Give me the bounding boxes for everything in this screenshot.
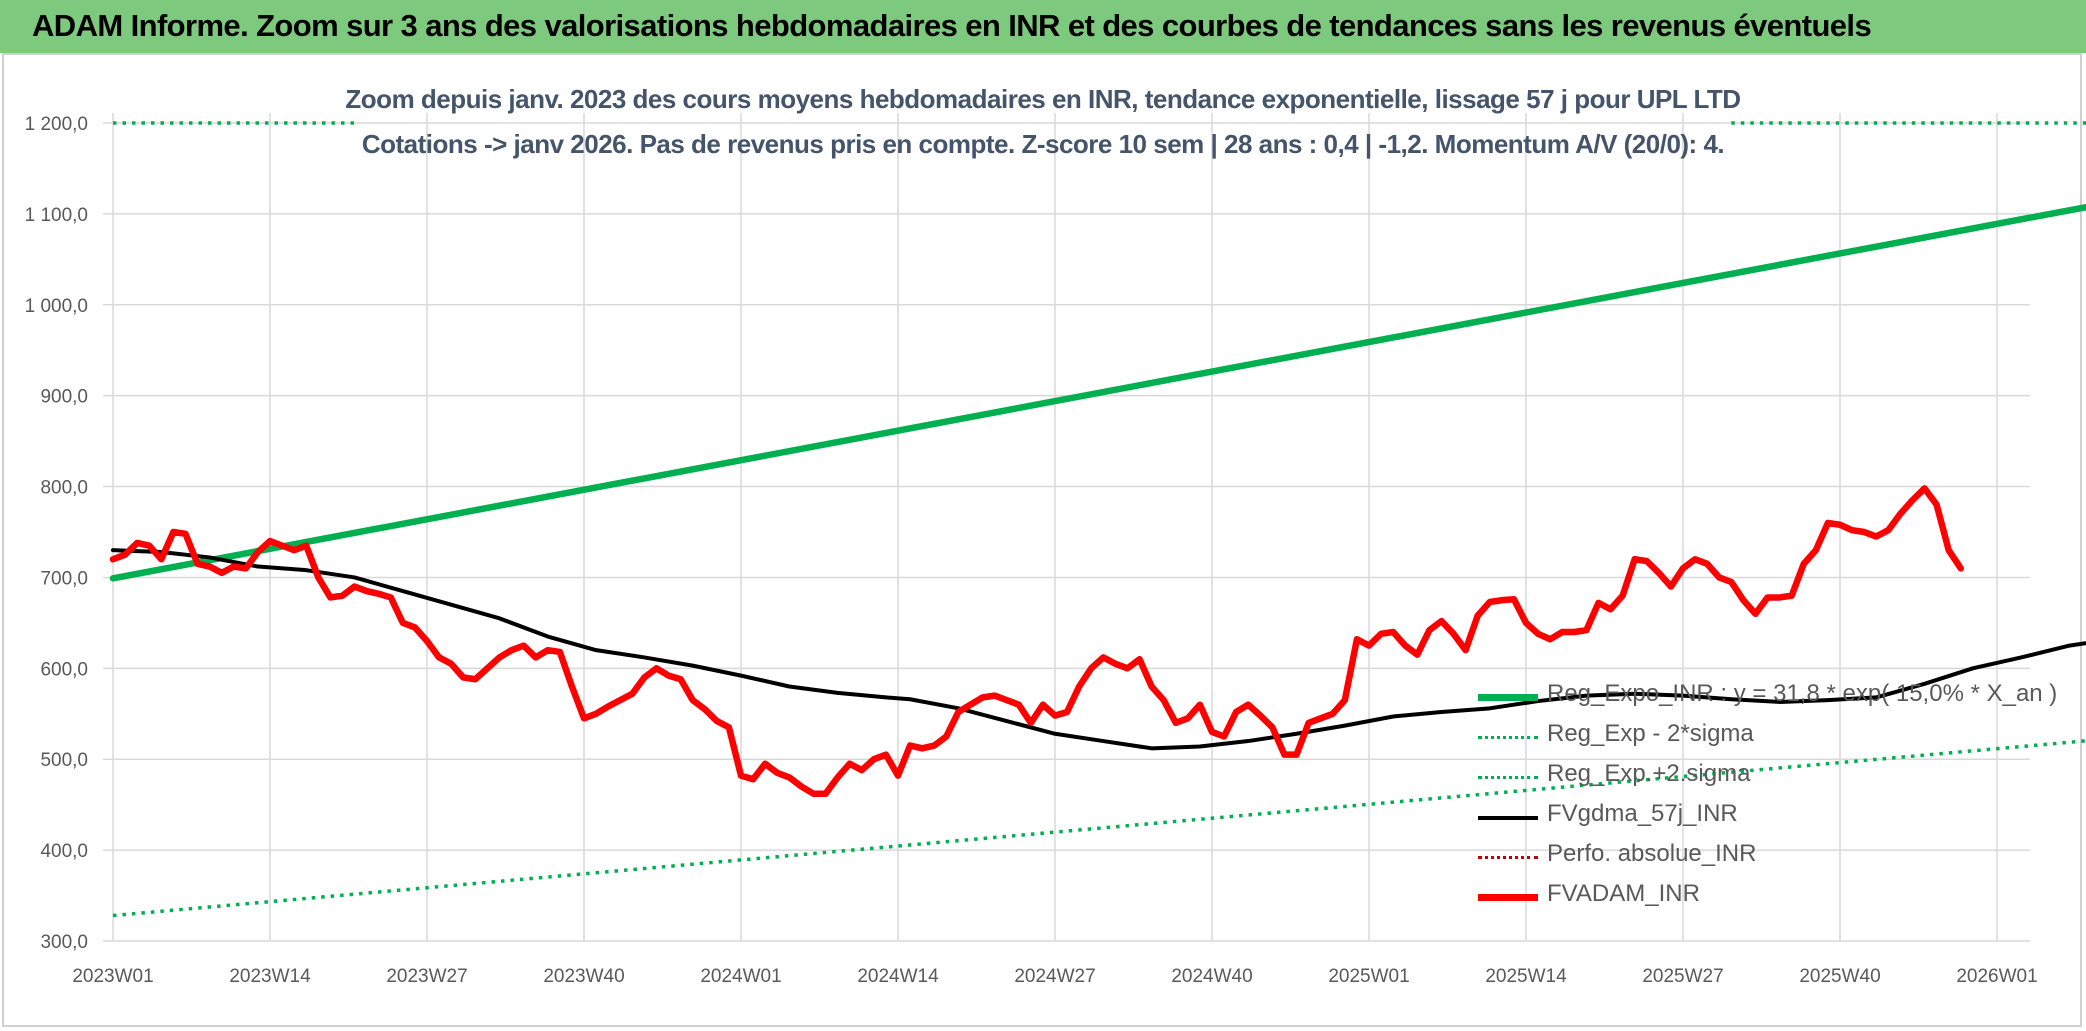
legend-label-reg-expo: Reg_Expo_INR : y = 31,8 * exp( 15,0% * X… [1547, 680, 2058, 707]
legend-item-reg-expo: Reg_Expo_INR : y = 31,8 * exp( 15,0% * X… [1478, 678, 2057, 718]
x-tick-label: 2025W14 [1485, 966, 1567, 987]
y-tick-label: 1 200,0 [25, 114, 88, 135]
x-tick-label: 2023W01 [72, 966, 153, 987]
series-line-fvgdma-57j-inr [111, 548, 2086, 751]
legend-item-fvgdma: FVgdma_57j_INR [1478, 798, 2038, 838]
series-lines [109, 121, 2086, 918]
legend-label-reg-exp-plus: Reg_Exp.+2.sigma [1547, 760, 1751, 787]
x-tick-label: 2024W27 [1014, 966, 1095, 987]
x-tick-label: 2024W40 [1171, 966, 1252, 987]
title-banner: ADAM Informe. Zoom sur 3 ans des valoris… [0, 0, 2086, 53]
y-tick-label: 800,0 [40, 478, 88, 499]
y-tick-label: 900,0 [40, 387, 88, 408]
y-tick-label: 1 000,0 [25, 296, 88, 317]
legend-label-fvgdma: FVgdma_57j_INR [1547, 800, 1738, 827]
series-line-reg-expo-inr-y-31-8-exp-15-0-x [109, 203, 2086, 582]
x-tick-label: 2024W01 [700, 966, 781, 987]
banner-title: ADAM Informe. Zoom sur 3 ans des valoris… [32, 8, 1872, 43]
legend-swatch-reg-exp-plus [1478, 776, 1538, 779]
x-tick-label: 2025W01 [1328, 966, 1409, 987]
chart-title-line-1: Zoom depuis janv. 2023 des cours moyens … [345, 84, 1741, 114]
x-tick-label: 2024W14 [857, 966, 939, 987]
y-axis-tick-labels: 300,0 400,0 500,0 600,0 700,0 800,0 900,0 1 000… [25, 114, 88, 953]
legend-swatch-perfo [1478, 856, 1538, 859]
legend-label-perfo: Perfo. absolue_INR [1547, 840, 1757, 867]
x-tick-label: 2023W27 [386, 966, 467, 987]
y-tick-label: 400,0 [40, 841, 88, 862]
legend-item-perfo: Perfo. absolue_INR [1478, 838, 2038, 878]
legend-swatch-reg-expo [1478, 694, 1538, 701]
y-tick-label: 500,0 [40, 750, 88, 771]
legend-item-reg-exp-plus: Reg_Exp.+2.sigma [1478, 758, 2038, 798]
x-tick-label: 2025W27 [1642, 966, 1723, 987]
y-tick-label: 1 100,0 [25, 205, 88, 226]
legend-swatch-reg-exp-minus [1478, 736, 1538, 739]
y-tick-label: 300,0 [40, 932, 88, 953]
chart-title-line-2: Cotations -> janv 2026. Pas de revenus p… [361, 129, 1725, 159]
x-axis-tick-labels: 2023W01 2023W14 2023W27 2023W40 2024W01 2024W… [72, 966, 2037, 987]
legend-item-fvadam: FVADAM_INR [1478, 878, 2038, 918]
legend-item-reg-exp-minus: Reg_Exp - 2*sigma [1478, 718, 2038, 758]
y-tick-label: 600,0 [40, 659, 88, 680]
chart-frame [2, 53, 2082, 1027]
series-line-fvadam-inr [109, 485, 1965, 798]
legend-label-reg-exp-minus: Reg_Exp - 2*sigma [1547, 720, 1754, 747]
legend-swatch-fvgdma [1478, 816, 1538, 820]
x-tick-label: 2023W40 [543, 966, 624, 987]
y-tick-label: 700,0 [40, 568, 88, 589]
x-tick-label: 2023W14 [229, 966, 311, 987]
legend-label-fvadam: FVADAM_INR [1547, 880, 1700, 907]
legend-swatch-fvadam [1478, 894, 1538, 901]
x-tick-label: 2026W01 [1956, 966, 2037, 987]
x-tick-label: 2025W40 [1799, 966, 1880, 987]
